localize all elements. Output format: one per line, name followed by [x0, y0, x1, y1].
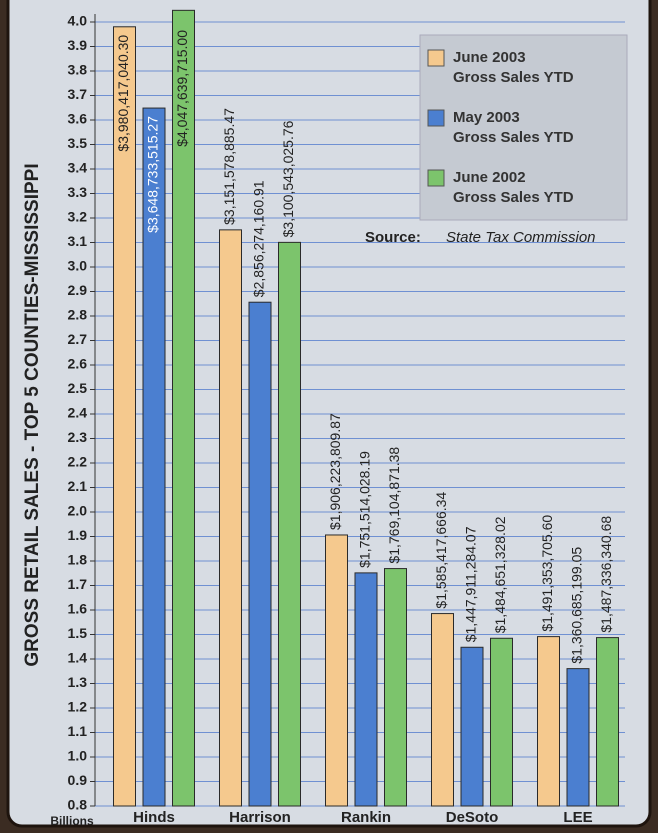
- y-tick-label: 3.7: [68, 86, 88, 102]
- y-tick-label: 1.0: [68, 748, 88, 764]
- x-tick-label: LEE: [563, 809, 592, 826]
- bar: [537, 636, 560, 807]
- y-tick-label: 2.5: [68, 380, 88, 396]
- y-tick-label: 3.6: [68, 111, 88, 127]
- y-tick-label: 1.7: [68, 576, 88, 592]
- source: State Tax Commission: [446, 229, 596, 246]
- value-label: $1,491,353,705.60: [539, 515, 555, 632]
- y-tick-label: 3.2: [68, 209, 88, 225]
- value-label: $1,447,911,284.07: [463, 526, 479, 642]
- legend-label: June 2003 Gross Sales YTD: [453, 49, 574, 86]
- y-tick-label: 2.0: [68, 503, 88, 519]
- value-label: $1,360,685,199.05: [569, 547, 585, 664]
- y-tick-label: 2.7: [68, 331, 88, 347]
- y-axis-title: GROSS RETAIL SALES - TOP 5 COUNTIES-MISS…: [22, 163, 43, 666]
- y-tick-label: 2.9: [68, 282, 88, 298]
- bar: [219, 229, 242, 807]
- y-tick-label: 3.4: [68, 160, 88, 176]
- y-tick-label: 3.8: [68, 62, 88, 78]
- y-tick-label: 2.2: [68, 454, 88, 470]
- bar: [384, 568, 407, 807]
- plot-area: $3,980,417,040.30 $3,648,733,515.27 $4,047…: [95, 9, 628, 807]
- y-tick-label: 2.8: [68, 307, 88, 323]
- value-label: $3,648,733,515.27: [145, 116, 161, 233]
- legend-label: May 2003 Gross Sales YTD: [453, 109, 574, 146]
- legend-label: June 2002 Gross Sales YTD: [453, 169, 574, 206]
- y-unit: Billions: [50, 814, 94, 828]
- y-tick-label: 1.3: [68, 674, 88, 690]
- y-tick-label: 1.1: [68, 723, 88, 739]
- value-label: $3,980,417,040.30: [115, 35, 131, 152]
- bar: [142, 107, 166, 807]
- y-tick-label: 2.1: [68, 478, 88, 494]
- y-tick-label: 3.9: [68, 37, 88, 53]
- bar: [248, 301, 272, 807]
- bar: [431, 613, 454, 807]
- y-tick-label: 1.6: [68, 601, 88, 617]
- y-tick-label: 1.4: [68, 650, 88, 666]
- value-label: $3,151,578,885.47: [221, 108, 237, 225]
- value-label: $2,856,274,160.91: [251, 180, 267, 297]
- legend-swatch: [427, 49, 445, 67]
- bar: [325, 534, 348, 807]
- source-label: Source:: [365, 229, 421, 246]
- legend-swatch: [427, 169, 445, 187]
- y-tick-label: 1.9: [68, 527, 88, 543]
- y-tick-label: 1.2: [68, 699, 88, 715]
- bar: [172, 9, 195, 807]
- x-tick-label: Harrison: [229, 809, 291, 826]
- bar: [596, 637, 619, 807]
- value-label: $1,585,417,666.34: [433, 492, 449, 609]
- value-label: $1,487,336,340.68: [598, 516, 614, 633]
- y-tick-label: 1.8: [68, 552, 88, 568]
- y-tick-label: 3.0: [68, 258, 88, 274]
- value-label: $1,769,104,871.38: [386, 447, 402, 564]
- x-tick-label: Rankin: [341, 809, 391, 826]
- bar: [113, 26, 136, 807]
- legend-swatch: [427, 109, 445, 127]
- bar: [354, 572, 378, 807]
- bar: [278, 241, 301, 807]
- y-tick-label: 2.3: [68, 429, 88, 445]
- legend-box: [419, 34, 628, 221]
- y-tick-label: 1.5: [68, 625, 88, 641]
- value-label: $4,047,639,715.00: [174, 30, 190, 147]
- value-label: $3,100,543,025.76: [280, 120, 296, 237]
- value-label: $1,484,651,328.02: [492, 516, 508, 633]
- y-tick-label: 3.3: [68, 184, 88, 200]
- y-tick-label: 2.4: [68, 405, 88, 421]
- bar: [490, 637, 513, 807]
- y-tick-label: 4.0: [68, 13, 88, 29]
- value-label: $1,906,223,809.87: [327, 413, 343, 530]
- bar: [566, 668, 590, 807]
- x-tick-label: Hinds: [133, 809, 175, 826]
- y-tick-label: 0.9: [68, 772, 88, 788]
- y-tick-label: 0.8: [68, 797, 88, 813]
- value-label: $1,751,514,028.19: [357, 451, 373, 568]
- y-tick-label: 2.6: [68, 356, 88, 372]
- x-tick-label: DeSoto: [446, 809, 499, 826]
- y-tick-label: 3.5: [68, 135, 88, 151]
- bar: [460, 646, 484, 807]
- y-tick-label: 3.1: [68, 233, 88, 249]
